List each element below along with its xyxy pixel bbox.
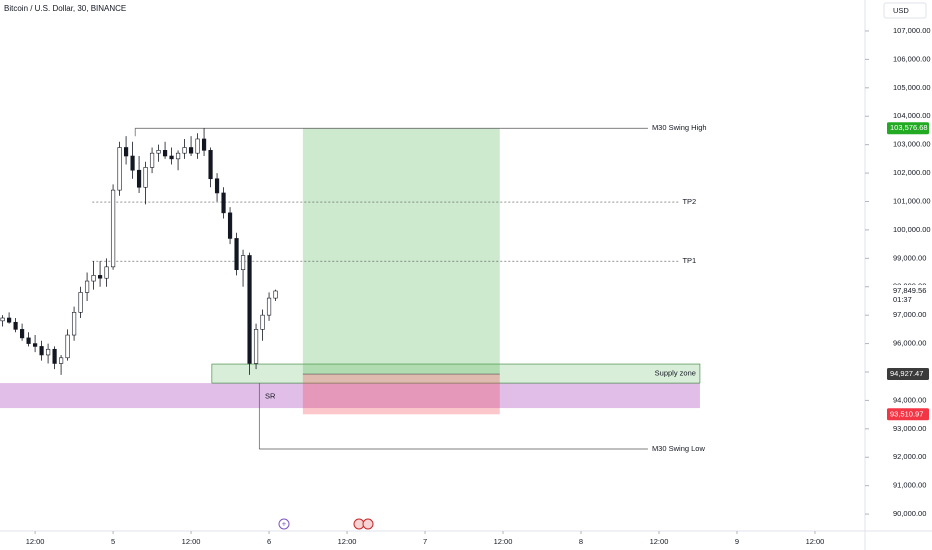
candle-body bbox=[32, 343, 38, 347]
candle-body bbox=[45, 348, 51, 356]
candle-body bbox=[156, 150, 161, 154]
y-tick-label: 101,000.00 bbox=[893, 196, 931, 205]
currency-button[interactable] bbox=[883, 2, 927, 19]
level-label: TP2 bbox=[682, 197, 696, 206]
y-tick-label: 97,000.00 bbox=[893, 310, 926, 319]
candle-body bbox=[188, 147, 194, 154]
candle-body bbox=[195, 138, 200, 154]
price-label: 93,510.97 bbox=[890, 409, 923, 418]
candle-body bbox=[117, 147, 122, 191]
event-icon-glyph: + bbox=[282, 520, 287, 529]
candle-body bbox=[71, 312, 77, 336]
x-tick-label: 9 bbox=[735, 537, 739, 546]
x-tick-label: 8 bbox=[579, 537, 583, 546]
candle-body bbox=[58, 357, 64, 364]
y-tick-label: 99,000.00 bbox=[893, 253, 926, 262]
event-icon[interactable] bbox=[362, 518, 374, 530]
y-tick-label: 103,000.00 bbox=[893, 140, 931, 149]
candle-body bbox=[123, 147, 129, 157]
candle-body bbox=[91, 275, 96, 282]
price-label: 97,849.56 bbox=[893, 286, 926, 295]
candle-body bbox=[234, 238, 239, 270]
candle-body bbox=[13, 321, 18, 330]
x-tick-label: 12:00 bbox=[338, 537, 357, 546]
candle-body bbox=[266, 297, 272, 316]
candle-body bbox=[78, 292, 83, 313]
candle-body bbox=[253, 329, 259, 364]
y-tick-label: 106,000.00 bbox=[893, 54, 931, 63]
x-tick-label: 5 bbox=[111, 537, 115, 546]
candle-body bbox=[201, 138, 207, 151]
level-label: M30 Swing High bbox=[652, 123, 707, 132]
candle-body bbox=[260, 314, 265, 330]
price-label-bg bbox=[887, 408, 929, 421]
zone bbox=[0, 383, 700, 409]
x-tick-label: 7 bbox=[423, 537, 427, 546]
y-tick-label: 96,000.00 bbox=[893, 339, 926, 348]
candle-body bbox=[149, 152, 155, 168]
candle-body bbox=[39, 346, 44, 356]
candle-body bbox=[84, 280, 90, 293]
plot-area: SR Supply zone M30 Swing High TP2 TP1 M30 Swi… bbox=[0, 123, 707, 453]
zone bbox=[211, 363, 701, 384]
candle-body bbox=[136, 169, 142, 188]
level-label: M30 Swing Low bbox=[652, 444, 706, 453]
x-tick-label: 12:00 bbox=[650, 537, 669, 546]
candle-body bbox=[162, 150, 168, 157]
event-icon[interactable] bbox=[278, 518, 290, 530]
candle-body bbox=[0, 317, 5, 322]
candle-body bbox=[6, 317, 12, 323]
x-tick-label: 12:00 bbox=[26, 537, 45, 546]
candle-body bbox=[110, 189, 116, 268]
candle-body bbox=[130, 155, 135, 171]
zone-label: Supply zone bbox=[655, 369, 696, 378]
target-area bbox=[302, 128, 500, 375]
candle-body bbox=[208, 150, 213, 180]
candle-body bbox=[169, 155, 174, 160]
level-label: TP1 bbox=[682, 256, 696, 265]
y-tick-label: 93,000.00 bbox=[893, 424, 926, 433]
candle-body bbox=[97, 275, 103, 279]
candle-body bbox=[104, 266, 109, 279]
price-label-bg bbox=[887, 285, 929, 306]
price-label-bg bbox=[887, 122, 929, 135]
countdown: 01:37 bbox=[893, 295, 912, 304]
x-tick-label: 6 bbox=[267, 537, 271, 546]
candle-body bbox=[143, 167, 148, 188]
candle-body bbox=[273, 290, 278, 299]
x-tick-label: 12:00 bbox=[494, 537, 513, 546]
chart-title: Bitcoin / U.S. Dollar, 30, BINANCE bbox=[4, 4, 126, 13]
candle-body bbox=[240, 255, 246, 270]
y-tick-label: 90,000.00 bbox=[893, 509, 926, 518]
price-label-bg bbox=[887, 368, 929, 381]
y-tick-label: 100,000.00 bbox=[893, 225, 931, 234]
y-tick-label: 104,000.00 bbox=[893, 111, 931, 120]
y-tick-label: 105,000.00 bbox=[893, 83, 931, 92]
candle-body bbox=[182, 147, 187, 154]
candle-body bbox=[247, 255, 252, 364]
candle-body bbox=[175, 152, 181, 160]
zone-label: SR bbox=[265, 392, 276, 401]
candle-body bbox=[227, 212, 233, 239]
stop-area bbox=[302, 374, 500, 415]
x-tick-label: 12:00 bbox=[182, 537, 201, 546]
currency[interactable]: USD bbox=[893, 6, 909, 15]
candle-body bbox=[65, 334, 70, 359]
candle-body bbox=[214, 178, 220, 194]
candle-body bbox=[19, 329, 25, 339]
candle-body bbox=[52, 348, 57, 364]
price-label: 103,576.68 bbox=[890, 123, 928, 132]
y-tick-label: 91,000.00 bbox=[893, 481, 926, 490]
y-tick-label: 94,000.00 bbox=[893, 395, 926, 404]
candle-body bbox=[26, 337, 31, 344]
y-tick-label: 107,000.00 bbox=[893, 26, 931, 35]
x-tick-label: 12:00 bbox=[806, 537, 825, 546]
price-label: 94,927.47 bbox=[890, 369, 923, 378]
y-tick-label: 102,000.00 bbox=[893, 168, 931, 177]
y-tick-label: 92,000.00 bbox=[893, 452, 926, 461]
candle-body bbox=[221, 192, 226, 214]
